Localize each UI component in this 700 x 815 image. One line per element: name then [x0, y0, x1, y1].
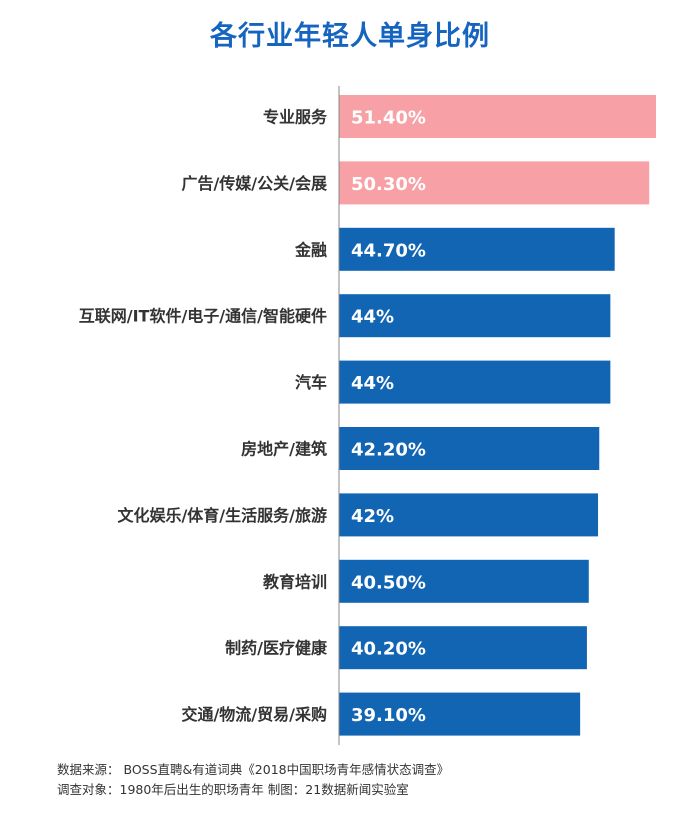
- category-label-5: 汽车: [295, 373, 327, 392]
- value-label-4: 44%: [351, 307, 394, 328]
- value-label-6: 42.20%: [351, 440, 426, 461]
- bar-5: [339, 360, 611, 404]
- bar-10: [339, 692, 581, 736]
- category-label-4: 互联网/IT软件/电子/通信/智能硬件: [79, 307, 327, 326]
- source-note: 数据来源： BOSS直聘&有道词典《2018中国职场青年感情状态调查》 调查对象…: [57, 760, 449, 800]
- category-label-10: 交通/物流/贸易/采购: [181, 705, 327, 724]
- value-label-7: 42%: [351, 506, 394, 527]
- value-label-1: 51.40%: [351, 108, 426, 129]
- bar-8: [339, 559, 589, 603]
- bar-2: [339, 161, 650, 205]
- category-label-3: 金融: [294, 240, 327, 259]
- bar-9: [339, 626, 587, 670]
- bar-7: [339, 493, 599, 537]
- category-label-2: 广告/传媒/公关/会展: [181, 174, 328, 193]
- value-label-9: 40.20%: [351, 639, 426, 660]
- category-label-1: 专业服务: [263, 108, 328, 127]
- survey-line: 调查对象：1980年后出生的职场青年 制图：21数据新闻实验室: [57, 782, 409, 797]
- value-label-8: 40.50%: [351, 572, 426, 593]
- chart-title: 各行业年轻人单身比例: [210, 21, 490, 52]
- bar-1: [339, 95, 656, 138]
- bar-6: [339, 427, 600, 470]
- value-label-2: 50.30%: [351, 174, 426, 195]
- value-label-10: 39.10%: [351, 705, 426, 726]
- bar-3: [339, 227, 615, 271]
- value-label-5: 44%: [351, 373, 394, 394]
- category-label-7: 文化娱乐/体育/生活服务/旅游: [117, 506, 327, 525]
- bar-4: [339, 294, 611, 338]
- category-label-9: 制药/医疗健康: [225, 639, 328, 658]
- category-label-8: 教育培训: [263, 572, 327, 591]
- source-line: 数据来源： BOSS直聘&有道词典《2018中国职场青年感情状态调查》: [57, 762, 450, 777]
- category-label-6: 房地产/建筑: [241, 440, 327, 459]
- value-label-3: 44.70%: [351, 240, 426, 261]
